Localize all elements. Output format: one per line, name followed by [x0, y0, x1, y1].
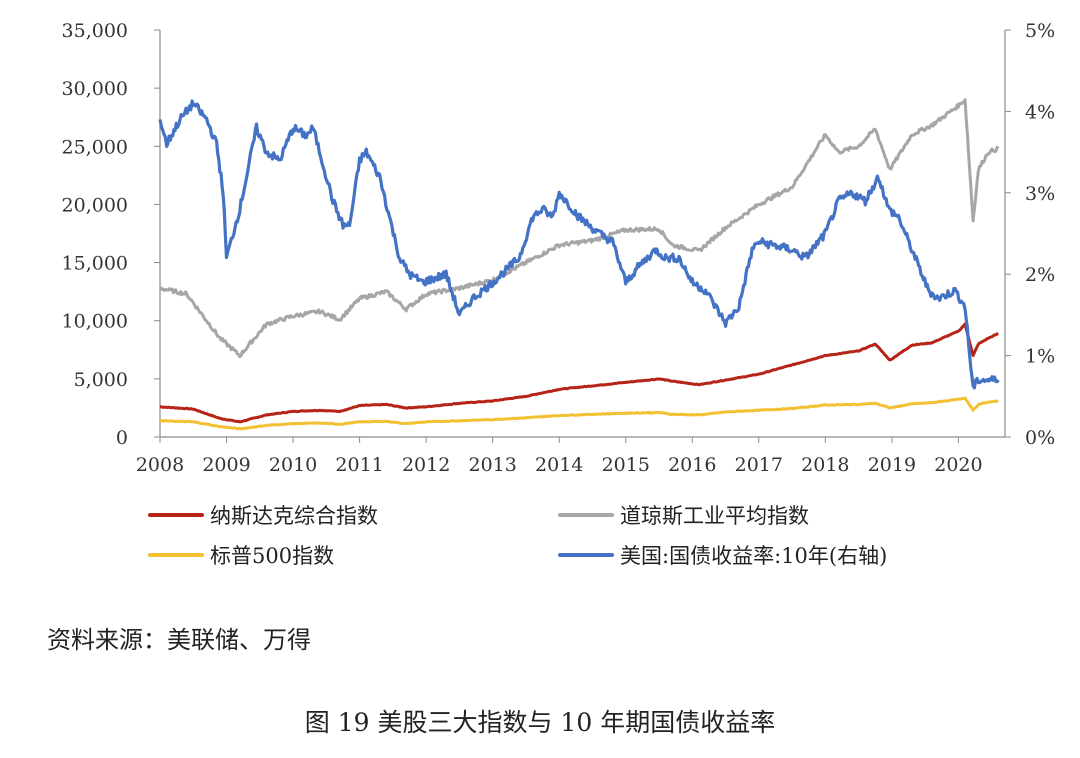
legend-label-dow: 道琼斯工业平均指数 — [620, 504, 809, 528]
x-tick-label: 2016 — [668, 454, 716, 476]
right-y-tick-label: 5% — [1025, 20, 1055, 42]
series-line-0 — [159, 322, 999, 424]
left-y-tick-label: 35,000 — [62, 20, 128, 42]
legend-item-dow: 道琼斯工业平均指数 — [558, 500, 809, 530]
left-y-tick-label: 5,000 — [74, 369, 128, 391]
legend-swatch-treasury — [558, 553, 614, 557]
series-line-1 — [159, 98, 1000, 359]
legend-label-treasury: 美国:国债收益率:10年(右轴) — [620, 544, 888, 568]
right-y-tick-label: 4% — [1025, 101, 1055, 123]
legend-swatch-nasdaq — [148, 513, 204, 517]
x-tick-label: 2012 — [402, 454, 450, 476]
series-line-3 — [158, 99, 1000, 390]
legend-item-sp500: 标普500指数 — [148, 540, 334, 570]
figure-caption: 图 19 美股三大指数与 10 年期国债收益率 — [304, 708, 776, 737]
legend-label-sp500: 标普500指数 — [210, 544, 335, 568]
right-y-tick-label: 3% — [1025, 183, 1055, 205]
left-y-tick-label: 25,000 — [62, 136, 128, 158]
chart-axes — [154, 29, 1011, 443]
left-y-tick-label: 20,000 — [62, 194, 128, 216]
left-y-tick-label: 10,000 — [62, 311, 128, 333]
left-y-tick-label: 30,000 — [62, 78, 128, 100]
x-tick-label: 2009 — [202, 454, 250, 476]
x-tick-label: 2008 — [136, 454, 184, 476]
legend-swatch-sp500 — [148, 553, 204, 557]
right-y-tick-label: 2% — [1025, 264, 1055, 286]
chart-series-lines — [158, 98, 1000, 431]
line-chart: 0 5,000 10,000 15,000 20,000 25,000 30,000 35,0… — [62, 20, 1056, 476]
legend-item-treasury: 美国:国债收益率:10年(右轴) — [558, 540, 887, 570]
x-tick-label: 2013 — [468, 454, 516, 476]
right-y-tick-label: 0% — [1025, 427, 1055, 449]
legend-swatch-dow — [558, 513, 614, 517]
chart-tick-labels: 0 5,000 10,000 15,000 20,000 25,000 30,000 35,0… — [62, 20, 1056, 476]
series-line-2 — [159, 396, 999, 431]
x-tick-label: 2018 — [801, 454, 849, 476]
x-tick-label: 2020 — [934, 454, 982, 476]
legend-label-nasdaq: 纳斯达克综合指数 — [210, 504, 378, 528]
source-note: 资料来源：美联储、万得 — [47, 626, 311, 654]
legend-item-nasdaq: 纳斯达克综合指数 — [148, 500, 378, 530]
x-tick-label: 2015 — [602, 454, 650, 476]
x-tick-label: 2011 — [335, 454, 383, 476]
x-tick-label: 2017 — [735, 454, 783, 476]
x-tick-label: 2010 — [269, 454, 317, 476]
x-tick-label: 2014 — [535, 454, 583, 476]
left-y-tick-label: 15,000 — [62, 253, 128, 275]
right-y-tick-label: 1% — [1025, 346, 1055, 368]
x-tick-label: 2019 — [868, 454, 916, 476]
left-y-tick-label: 0 — [116, 427, 128, 449]
